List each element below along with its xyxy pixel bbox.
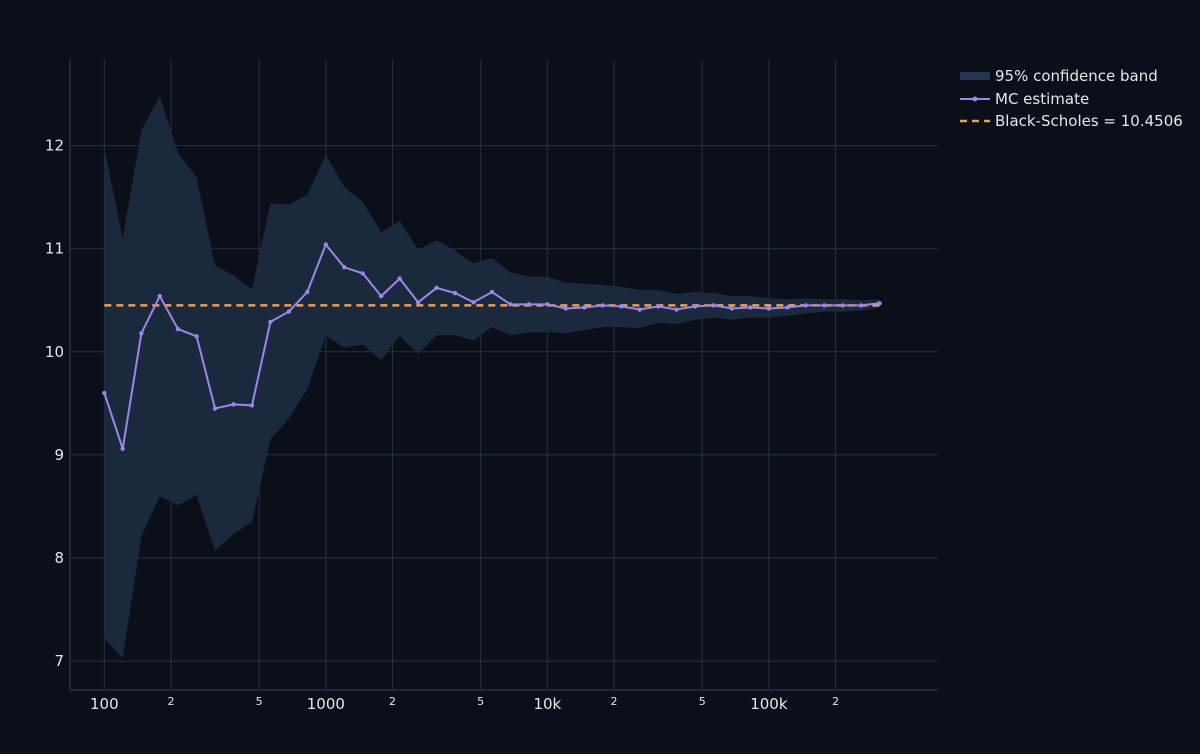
y-tick-label: 10 [45, 343, 64, 361]
mc-estimate-point [545, 302, 550, 307]
mc-estimate-point [305, 289, 310, 295]
mc-estimate-point [452, 290, 458, 296]
mc-estimate-point [249, 403, 255, 408]
mc-estimate-point [637, 307, 642, 312]
x-tick-label: 100k [750, 695, 788, 713]
mc-estimate-point [600, 303, 605, 308]
mc-estimate-point [748, 305, 753, 310]
x-tick-label: 2 [611, 695, 618, 708]
legend-swatch-band [960, 72, 990, 80]
mc-estimate-point [822, 303, 827, 308]
grid-layer [70, 60, 938, 690]
mc-estimate-point [323, 242, 329, 247]
mc-estimate-point [415, 300, 421, 305]
mc-estimate-point [803, 303, 809, 308]
mc-estimate-point [674, 307, 679, 312]
mc-estimate-point [766, 306, 772, 311]
legend-label: 95% confidence band [995, 67, 1158, 85]
mc-estimate-point [139, 331, 144, 336]
y-tick-label: 11 [45, 240, 64, 258]
mc-estimate-point [711, 303, 716, 308]
mc-estimate-point [582, 305, 587, 310]
mc-estimate-point [692, 304, 698, 309]
mc-estimate-point [120, 446, 125, 451]
mc-estimate-point [342, 265, 347, 270]
mc-estimate-point [102, 390, 107, 396]
x-tick-label: 5 [477, 695, 484, 708]
mc-estimate-point [379, 293, 384, 299]
mc-estimate-point [858, 303, 864, 308]
y-tick-label: 9 [54, 446, 64, 464]
legend-label: MC estimate [995, 90, 1089, 108]
legend-label: Black-Scholes = 10.4506 [995, 112, 1183, 130]
mc-estimate-point [729, 306, 735, 311]
x-tick-label: 5 [699, 695, 706, 708]
mc-estimate-point [360, 271, 365, 276]
x-tick-label: 5 [256, 695, 263, 708]
mc-estimate-point [434, 285, 439, 291]
x-tick-label: 1000 [307, 695, 345, 713]
x-tick-label: 2 [832, 695, 839, 708]
mc-estimate-point [268, 319, 273, 325]
mc-estimate-point [471, 300, 476, 305]
confidence-band-area [104, 96, 880, 659]
x-tick-label: 100 [90, 695, 119, 713]
mc-estimate-point [655, 304, 661, 309]
mc-estimate-point [175, 326, 181, 332]
y-tick-label: 12 [45, 137, 64, 155]
mc-estimate-point [785, 305, 790, 310]
mc-estimate-point [618, 304, 624, 309]
legend-swatch-mc-marker [972, 96, 978, 102]
x-tick-label: 2 [167, 695, 174, 708]
y-tick-label: 8 [54, 549, 64, 567]
mc-estimate-point [231, 402, 236, 407]
mc-estimate-point [397, 276, 402, 281]
mc-estimate-point [212, 406, 218, 411]
mc-estimate-point [508, 302, 513, 307]
x-tick-label: 10k [533, 695, 561, 713]
mc-estimate-point [563, 306, 569, 311]
mc-estimate-point [877, 301, 882, 306]
mc-estimate-point [840, 303, 845, 308]
mc-estimate-point [194, 334, 199, 339]
x-tick-label: 2 [389, 695, 396, 708]
mc-estimate-point [286, 309, 292, 314]
legend[interactable]: 95% confidence band MC estimate Black-Scho… [960, 67, 1183, 130]
band-layer [104, 96, 880, 659]
mc-estimate-point [157, 293, 162, 299]
mc-estimate-point [489, 289, 495, 295]
axis-layer: 100 2 5 1000 2 5 10k 2 5 100k 2 7 8 9 10 11 12 [45, 60, 938, 713]
mc-estimate-point [526, 302, 532, 307]
line-layer [102, 242, 882, 451]
y-tick-label: 7 [54, 652, 64, 670]
